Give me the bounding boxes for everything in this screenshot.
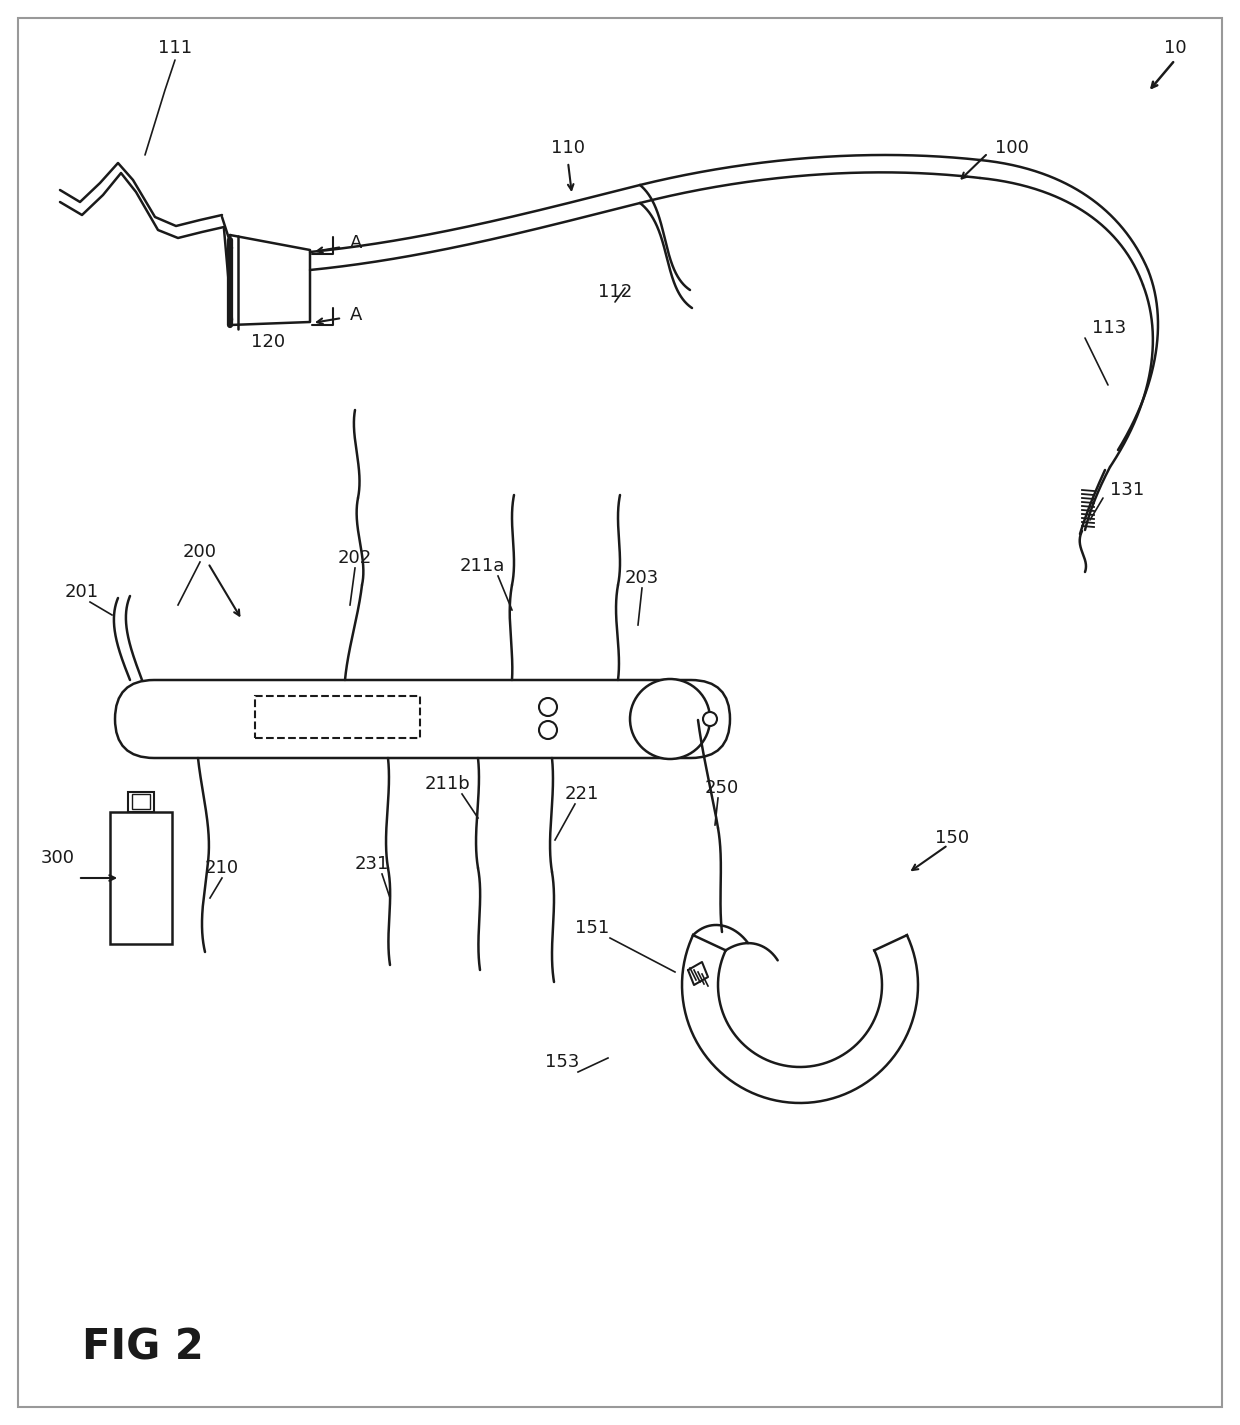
Text: 221: 221 xyxy=(564,785,599,804)
Text: 231: 231 xyxy=(355,855,389,874)
Text: 153: 153 xyxy=(544,1053,579,1072)
Text: 113: 113 xyxy=(1092,319,1126,336)
Circle shape xyxy=(539,698,557,715)
Circle shape xyxy=(630,678,711,760)
Text: 200: 200 xyxy=(184,543,217,561)
Text: 112: 112 xyxy=(598,284,632,301)
Text: 211b: 211b xyxy=(425,775,471,792)
Text: 131: 131 xyxy=(1110,482,1145,499)
Text: 202: 202 xyxy=(337,549,372,567)
Bar xyxy=(128,792,154,812)
Text: 100: 100 xyxy=(994,140,1029,157)
Text: 203: 203 xyxy=(625,569,660,587)
Bar xyxy=(255,695,420,738)
Text: 250: 250 xyxy=(704,779,739,797)
FancyBboxPatch shape xyxy=(115,680,730,758)
Text: 300: 300 xyxy=(41,849,74,866)
Circle shape xyxy=(703,712,717,725)
Text: 10: 10 xyxy=(1163,38,1187,57)
Text: 151: 151 xyxy=(575,919,609,938)
Text: A: A xyxy=(350,306,362,323)
Text: 210: 210 xyxy=(205,859,239,876)
Text: 110: 110 xyxy=(551,140,585,157)
Text: FIG 2: FIG 2 xyxy=(82,1327,203,1369)
Text: 111: 111 xyxy=(157,38,192,57)
Text: 211a: 211a xyxy=(459,557,505,576)
Bar xyxy=(110,812,172,943)
Bar xyxy=(131,794,150,809)
Text: A: A xyxy=(350,234,362,252)
Text: 201: 201 xyxy=(64,583,99,601)
Text: 150: 150 xyxy=(935,829,970,846)
Text: 120: 120 xyxy=(250,333,285,351)
Circle shape xyxy=(539,721,557,740)
